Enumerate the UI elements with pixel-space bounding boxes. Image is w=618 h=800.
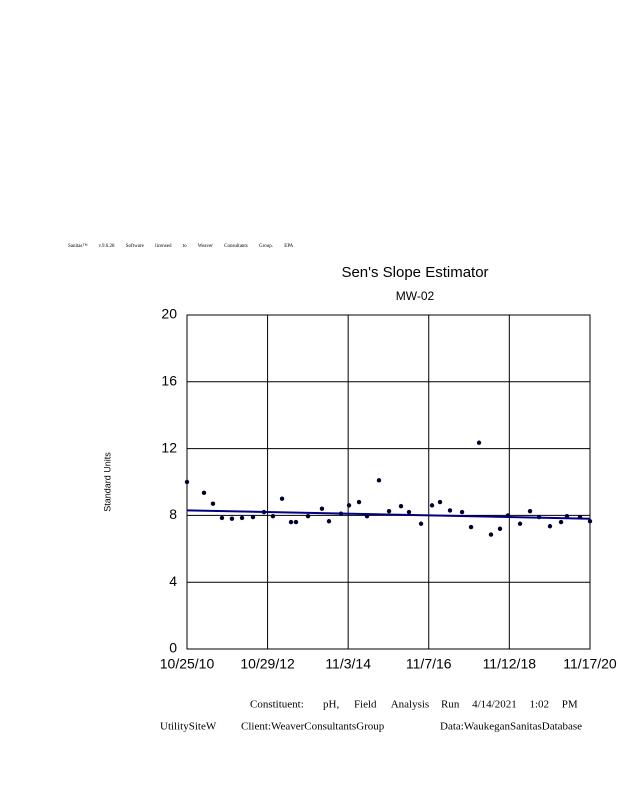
data-point <box>488 532 494 537</box>
data-point <box>437 499 443 505</box>
data-point <box>319 506 325 511</box>
chart-subtitle: MW-02 <box>396 289 435 303</box>
data-point <box>447 508 453 513</box>
y-tick-label: 16 <box>161 373 177 389</box>
data-point <box>250 514 256 520</box>
y-tick-label: 0 <box>169 640 177 656</box>
data-point <box>547 524 553 529</box>
data-point <box>270 514 276 519</box>
data-point <box>229 516 235 521</box>
data-point <box>239 515 245 521</box>
data-point <box>346 503 352 508</box>
trend-line <box>186 509 591 520</box>
x-tick-label: 11/12/18 <box>483 656 537 672</box>
data-point <box>497 526 503 531</box>
data-point <box>305 514 311 519</box>
footer-parameter: pH, Field Analysis <box>323 699 429 711</box>
data-point <box>279 496 285 501</box>
data-point <box>356 499 362 505</box>
data-point <box>210 501 216 506</box>
x-tick-label: 11/7/16 <box>406 656 452 672</box>
x-tick-label: 11/17/20 <box>563 656 617 672</box>
footer-run: Run 4/14/2021 1:02 PM <box>441 699 578 711</box>
data-point <box>398 504 404 509</box>
data-point <box>386 509 392 514</box>
x-tick-label: 10/29/12 <box>240 656 295 672</box>
footer-site: UtilitySiteW <box>160 721 217 733</box>
y-tick-label: 4 <box>169 573 177 589</box>
footer-constituent: Constituent: <box>250 699 304 711</box>
data-point <box>558 519 564 525</box>
y-tick-label: 8 <box>169 506 177 522</box>
data-point <box>476 440 482 445</box>
y-tick-label: 20 <box>161 306 177 322</box>
data-point <box>406 509 412 515</box>
data-point <box>459 509 465 515</box>
data-point <box>429 503 435 508</box>
y-axis-label: Standard Units <box>102 452 112 512</box>
data-point <box>587 519 593 524</box>
data-point <box>219 515 225 521</box>
plot-area <box>186 314 591 650</box>
header: Sanitas™ v.9.6.28 Software licensed to W… <box>68 243 294 249</box>
data-point <box>376 478 382 483</box>
data-point <box>527 509 533 514</box>
footer-database: Data:WaukeganSanitasDatabase <box>440 721 582 733</box>
data-point <box>468 524 474 530</box>
data-point <box>288 519 294 525</box>
data-point <box>184 479 190 485</box>
x-tick-label: 10/25/10 <box>160 656 215 672</box>
data-point <box>326 519 332 524</box>
data-point <box>293 519 299 525</box>
x-tick-label: 11/3/14 <box>325 656 371 672</box>
y-tick-label: 12 <box>161 439 177 455</box>
data-point <box>418 521 424 526</box>
data-point <box>201 490 207 496</box>
data-point <box>517 521 523 526</box>
footer-client: Client:WeaverConsultantsGroup <box>241 721 385 733</box>
chart-title: Sen's Slope Estimator <box>341 264 488 281</box>
